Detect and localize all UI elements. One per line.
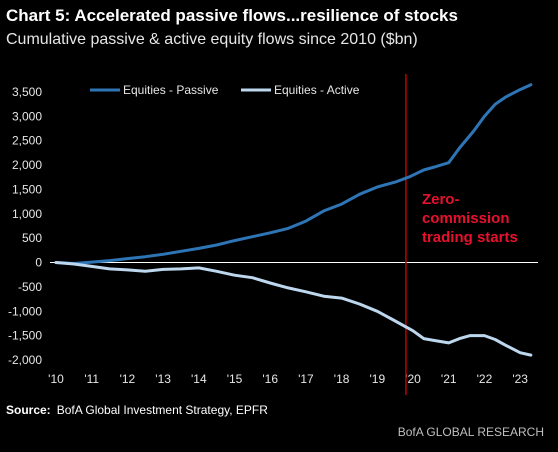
x-tick-label: '21	[441, 372, 457, 386]
y-tick-label: 3,000	[12, 109, 42, 123]
brand-watermark: BofA GLOBAL RESEARCH	[397, 425, 544, 439]
x-tick-label: '11	[84, 372, 99, 386]
x-tick-label: '16	[262, 372, 278, 386]
x-tick-label: '20	[405, 372, 421, 386]
annotation-zero-commission: Zero-commission trading starts	[422, 191, 518, 246]
series-line-active	[54, 261, 533, 357]
legend-label-passive: Equities - Passive	[123, 83, 219, 97]
series-group	[54, 83, 533, 357]
annotation-line: Zero-	[422, 191, 460, 208]
source-text: BofA Global Investment Strategy, EPFR	[56, 403, 268, 417]
y-tick-label: -2,000	[8, 353, 42, 367]
y-tick-label: 2,500	[12, 134, 42, 148]
chart-title: Chart 5: Accelerated passive flows...res…	[6, 6, 458, 25]
annotation-line: commission	[422, 210, 510, 227]
chart-subtitle: Cumulative passive & active equity flows…	[6, 31, 418, 48]
y-tick-label: 3,500	[12, 85, 42, 99]
x-axis-ticks: '10 '11 '12 '13 '14 '15 '16 '17 '18 '19 '20 '21 '22 '…	[48, 372, 528, 386]
y-tick-label: 1,500	[12, 182, 42, 196]
y-tick-label: -500	[18, 280, 42, 294]
y-tick-label: 1,000	[12, 207, 42, 221]
x-tick-label: '13	[155, 372, 171, 386]
source-label: Source:	[6, 403, 51, 417]
y-tick-label: -1,500	[8, 329, 42, 343]
source-note: Source: BofA Global Investment Strategy, …	[6, 403, 268, 417]
x-tick-label: '12	[120, 372, 136, 386]
y-tick-label: 500	[22, 231, 42, 245]
y-tick-label: 2,000	[12, 158, 42, 172]
x-tick-label: '17	[298, 372, 314, 386]
series-line-passive	[54, 83, 533, 265]
x-tick-label: '14	[191, 372, 207, 386]
x-tick-label: '15	[227, 372, 243, 386]
y-tick-label: -1,000	[8, 304, 42, 318]
annotation-line: trading starts	[422, 229, 518, 246]
x-tick-label: '19	[370, 372, 386, 386]
x-tick-label: '23	[512, 372, 528, 386]
legend-label-active: Equities - Active	[274, 83, 360, 97]
x-tick-label: '10	[48, 372, 64, 386]
x-tick-label: '18	[334, 372, 350, 386]
legend: Equities - Passive Equities - Active	[90, 83, 360, 97]
y-axis-ticks: -2,000 -1,500 -1,000 -500 0 500 1,000 1,500 2,00…	[8, 85, 42, 367]
y-tick-label: 0	[35, 256, 42, 270]
x-tick-label: '22	[477, 372, 493, 386]
